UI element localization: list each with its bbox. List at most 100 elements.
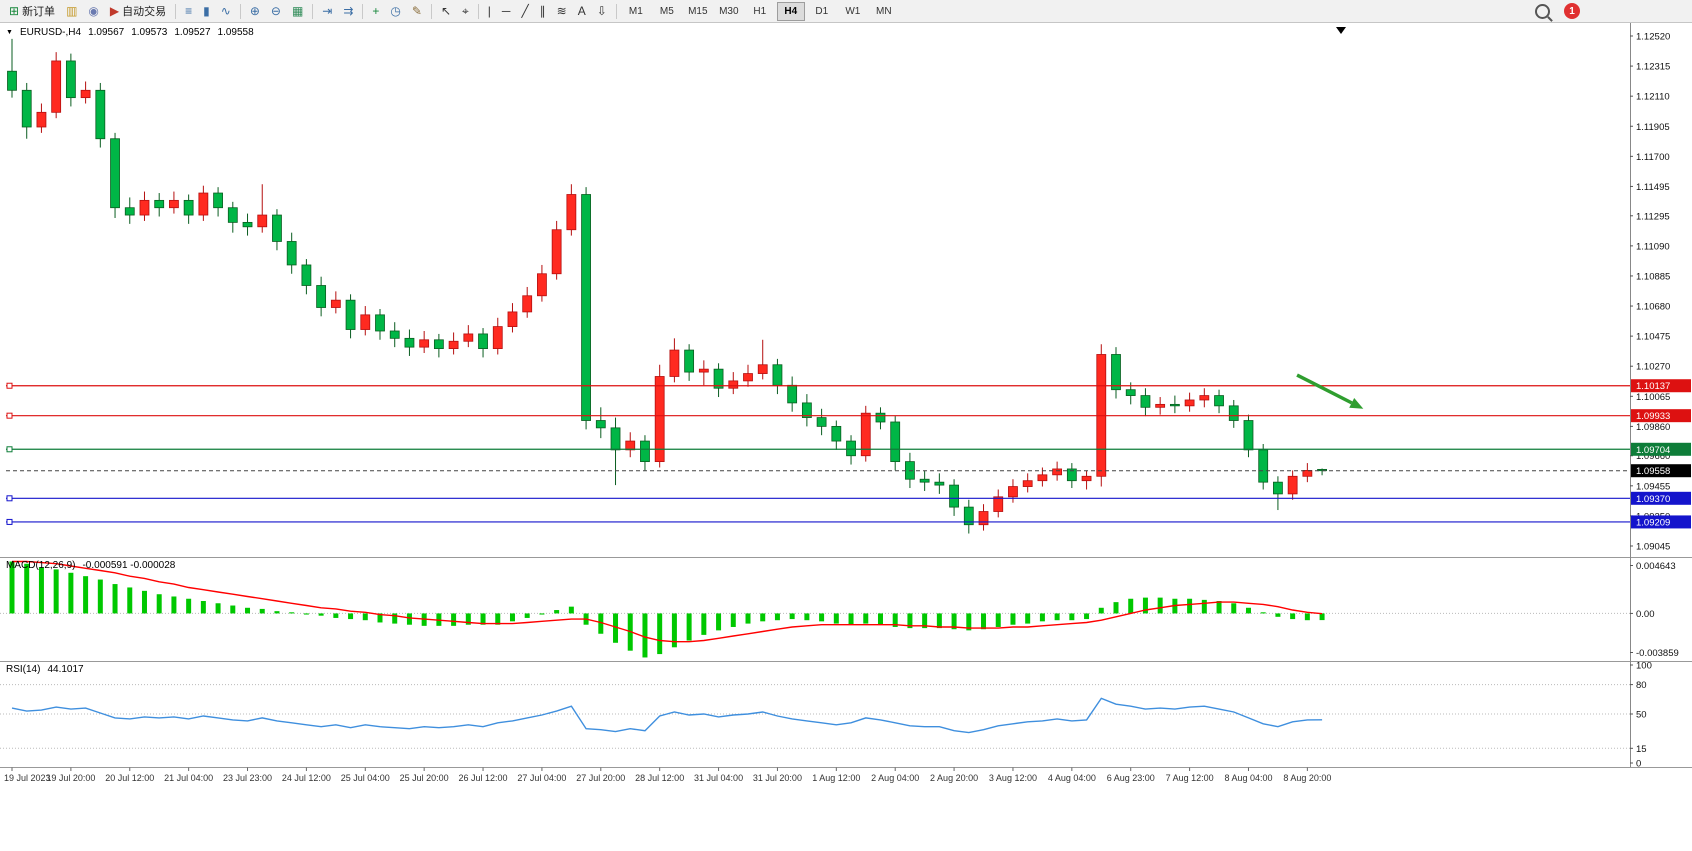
zoom-in-button[interactable]: ⊕ (245, 1, 265, 22)
svg-text:19 Jul 20:00: 19 Jul 20:00 (46, 773, 95, 783)
timeframe-m15-button[interactable]: M15 (688, 5, 708, 17)
cursor-button[interactable]: ↖ (436, 1, 456, 22)
hline-handle[interactable] (6, 446, 13, 453)
arrows-icon: ⇩ (596, 4, 607, 18)
timeframe-h4-button[interactable]: H4 (776, 1, 805, 21)
zoom-out-icon: ⊖ (270, 4, 281, 18)
data-window-button[interactable]: ◉ (83, 1, 103, 22)
auto-scroll-button[interactable]: ⇥ (317, 1, 337, 22)
svg-text:1.11295: 1.11295 (1636, 211, 1670, 222)
svg-text:28 Jul 12:00: 28 Jul 12:00 (635, 773, 684, 783)
search-icon[interactable] (1535, 3, 1550, 19)
svg-text:1.12315: 1.12315 (1636, 62, 1670, 73)
toolbar-separator (312, 3, 314, 19)
bar-chart-type-button[interactable]: ≡ (180, 1, 197, 22)
hline-handle[interactable] (6, 382, 13, 389)
svg-text:1.10885: 1.10885 (1636, 271, 1670, 282)
timeframe-m30-button[interactable]: M30 (719, 5, 739, 17)
svg-text:21 Jul 04:00: 21 Jul 04:00 (164, 773, 213, 783)
toolbar-separator (615, 3, 617, 19)
chart-window: ▼ EURUSD-,H4 1.09567 1.09573 1.09527 1.0… (0, 23, 1692, 789)
market-watch-icon: ▥ (66, 4, 78, 18)
macd-histogram (9, 561, 1325, 658)
svg-text:3 Aug 12:00: 3 Aug 12:00 (989, 773, 1037, 783)
new-order-button[interactable]: ⊞ 新订单 (4, 1, 60, 22)
toolbar-buttons: ⊞ 新订单 ▥ ◉ ▶ 自动交易 ≡ ▮ ∿ ⊕ ⊖ ▦ ⇥ ⇉ + ◷ ✎ ↖ ⌖ | ─ ╱ ∥ ≋ A ⇩ M1 M5 M15 M3… (4, 1, 899, 22)
svg-text:1.09860: 1.09860 (1636, 422, 1670, 433)
horizontal-line-button[interactable]: ─ (497, 1, 516, 22)
rsi-axis[interactable]: 100 80 50 15 0 (1630, 661, 1652, 770)
crosshair-button[interactable]: ⌖ (457, 1, 474, 22)
svg-text:50: 50 (1636, 710, 1647, 721)
hline-handle[interactable] (6, 495, 13, 502)
svg-text:25 Jul 04:00: 25 Jul 04:00 (341, 773, 390, 783)
hline-handle[interactable] (6, 412, 13, 419)
vertical-line-button[interactable]: | (483, 1, 496, 22)
svg-text:1.10680: 1.10680 (1636, 302, 1670, 313)
cursor-icon: ↖ (440, 4, 452, 18)
zoom-in-icon: ⊕ (249, 4, 260, 18)
svg-text:31 Jul 20:00: 31 Jul 20:00 (753, 773, 802, 783)
chart-shift-marker-icon[interactable] (1336, 27, 1346, 34)
arrows-button[interactable]: ⇩ (592, 1, 612, 22)
text-icon: A (577, 4, 586, 18)
notification-badge[interactable]: 1 (1564, 3, 1580, 19)
bar-chart-type-icon: ≡ (185, 4, 193, 18)
svg-text:2 Aug 20:00: 2 Aug 20:00 (930, 773, 978, 783)
svg-text:1.10475: 1.10475 (1636, 332, 1670, 343)
svg-text:1.11495: 1.11495 (1636, 182, 1670, 193)
market-watch-button[interactable]: ▥ (61, 1, 82, 22)
macd-axis[interactable]: 0.004643 0.00 -0.003859 (1630, 561, 1679, 659)
hline-handle[interactable] (6, 518, 13, 525)
chart-shift-button[interactable]: ⇉ (338, 1, 358, 22)
timeframe-mn-button[interactable]: MN (876, 5, 892, 17)
line-chart-type-button[interactable]: ∿ (216, 1, 236, 22)
macd-signal-line (12, 560, 1323, 643)
toolbar-right: 1 (1535, 3, 1688, 19)
arrow-annotation[interactable] (1296, 373, 1364, 409)
svg-text:1.09370: 1.09370 (1636, 494, 1670, 505)
candlestick-type-button[interactable]: ▮ (198, 1, 215, 22)
rsi-line (11, 697, 1323, 734)
svg-text:26 Jul 12:00: 26 Jul 12:00 (459, 773, 508, 783)
trendline-button[interactable]: ╱ (516, 1, 533, 22)
toolbar: ⊞ 新订单 ▥ ◉ ▶ 自动交易 ≡ ▮ ∿ ⊕ ⊖ ▦ ⇥ ⇉ + ◷ ✎ ↖ ⌖ | ─ ╱ ∥ ≋ A ⇩ M1 M5 M15 M3… (0, 0, 1692, 23)
svg-text:1.10137: 1.10137 (1636, 381, 1670, 392)
horizontal-lines-layer[interactable] (6, 382, 1630, 525)
price-badge: 1.09209 (1631, 515, 1691, 529)
timeframe-h1-button[interactable]: H1 (753, 5, 767, 17)
toolbar-separator (362, 3, 364, 19)
templates-icon: ✎ (411, 4, 422, 18)
timeframe-m1-button[interactable]: M1 (628, 5, 643, 17)
timeframe-d1-button[interactable]: D1 (815, 5, 829, 17)
autotrade-icon: ▶ (109, 4, 120, 18)
svg-text:1.09704: 1.09704 (1636, 445, 1670, 456)
indicators-button[interactable]: + (367, 1, 384, 22)
svg-text:1.09933: 1.09933 (1636, 411, 1670, 422)
svg-text:1.09209: 1.09209 (1636, 517, 1670, 528)
svg-text:1.12520: 1.12520 (1636, 32, 1670, 43)
periods-button[interactable]: ◷ (385, 1, 405, 22)
price-axis[interactable]: 1.12520 1.12315 1.12110 1.11905 1.11700 1.114… (1630, 32, 1691, 553)
autotrade-button-label: 自动交易 (122, 6, 167, 18)
fibonacci-icon: ≋ (556, 4, 567, 18)
channel-button[interactable]: ∥ (535, 1, 551, 22)
autotrade-button[interactable]: ▶ 自动交易 (105, 1, 171, 22)
svg-text:1 Aug 12:00: 1 Aug 12:00 (812, 773, 860, 783)
svg-text:2 Aug 04:00: 2 Aug 04:00 (871, 773, 919, 783)
tile-windows-button[interactable]: ▦ (287, 1, 308, 22)
zoom-out-button[interactable]: ⊖ (266, 1, 286, 22)
fibonacci-button[interactable]: ≋ (552, 1, 572, 22)
templates-button[interactable]: ✎ (407, 1, 427, 22)
candlestick-type-icon: ▮ (203, 4, 210, 18)
svg-text:6 Aug 23:00: 6 Aug 23:00 (1107, 773, 1155, 783)
svg-text:1.09558: 1.09558 (1636, 466, 1670, 477)
text-button[interactable]: A (573, 1, 591, 22)
price-badge: 1.09558 (1631, 464, 1691, 478)
indicators-icon: + (372, 4, 380, 18)
timeframe-w1-button[interactable]: W1 (845, 5, 861, 17)
tile-windows-icon: ▦ (291, 4, 304, 18)
chart-canvas[interactable]: 1.12520 1.12315 1.12110 1.11905 1.11700 1.114… (0, 23, 1692, 789)
timeframe-m5-button[interactable]: M5 (659, 5, 674, 17)
